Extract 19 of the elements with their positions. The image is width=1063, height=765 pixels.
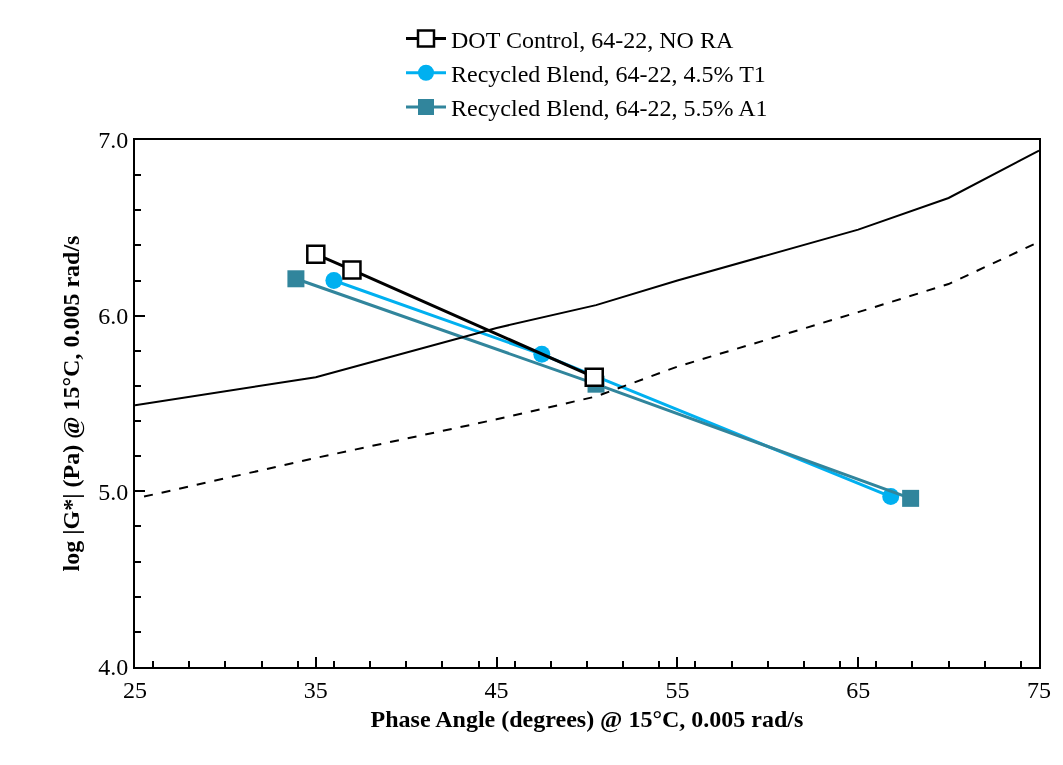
- point: [342, 260, 362, 280]
- y-tick-label: 5.0: [98, 478, 129, 505]
- x-tick-label: 55: [665, 676, 690, 703]
- legend-label: DOT Control, 64-22, NO RA: [451, 26, 734, 53]
- x-tick-label: 35: [303, 676, 328, 703]
- y-axis-title: log |G*| (Pa) @ 15°C, 0.005 rad/s: [57, 235, 85, 572]
- point: [902, 489, 920, 507]
- y-tick-label: 6.0: [98, 303, 129, 330]
- x-tick-label: 75: [1027, 676, 1051, 703]
- x-axis-title: Phase Angle (degrees) @ 15°C, 0.005 rad/s: [370, 705, 804, 733]
- x-tick-label: 65: [846, 676, 871, 703]
- legend-label: Recycled Blend, 64-22, 5.5% A1: [451, 95, 768, 122]
- x-tick-label: 45: [484, 676, 509, 703]
- point: [287, 270, 305, 288]
- point: [325, 272, 343, 290]
- y-tick-label: 7.0: [98, 127, 129, 154]
- point: [306, 244, 326, 264]
- legend-label: Recycled Blend, 64-22, 4.5% T1: [451, 61, 766, 88]
- point: [584, 367, 604, 387]
